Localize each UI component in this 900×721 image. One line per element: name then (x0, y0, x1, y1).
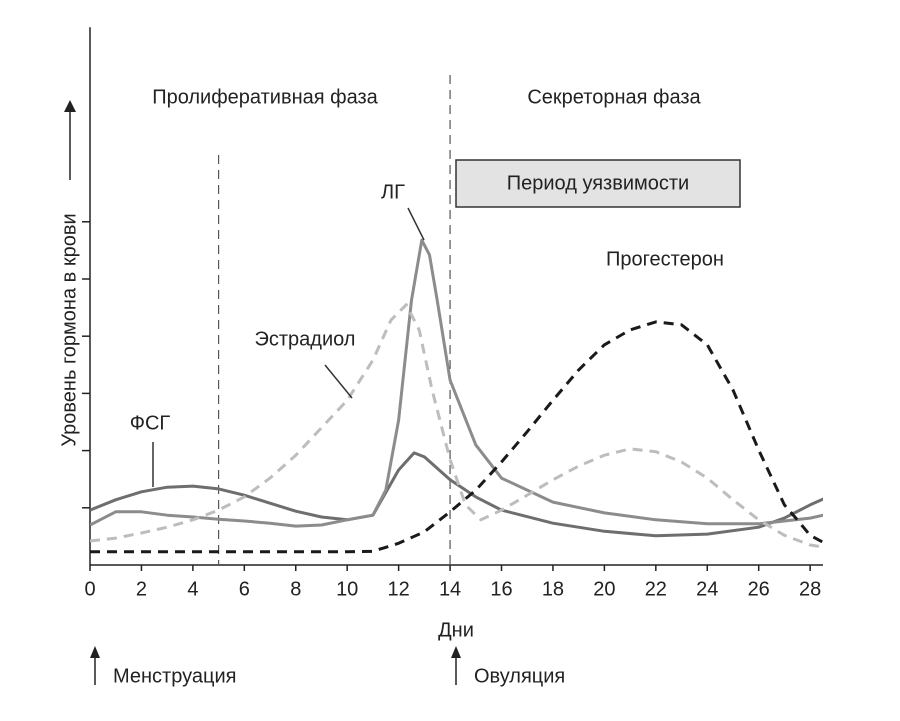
series-label: ЛГ (381, 181, 405, 203)
x-tick-label: 4 (187, 578, 198, 600)
series-line (90, 451, 823, 538)
x-axis-label: Дни (438, 619, 474, 641)
series-line (90, 238, 823, 528)
x-tick-label: 2 (136, 578, 147, 600)
x-tick-label: 6 (239, 578, 250, 600)
event-arrow-head (451, 646, 461, 658)
leader-line (324, 364, 353, 399)
x-tick-label: 0 (84, 578, 95, 600)
x-tick-label: 18 (542, 578, 564, 600)
x-tick-label: 24 (696, 578, 718, 600)
event-label: Менструация (113, 665, 236, 687)
plot-area: 0 2 4 6 8 10 12 14 16 18 20 22 24 26 28 (82, 27, 823, 600)
x-tick-label: 8 (290, 578, 301, 600)
series-label: ФСГ (130, 412, 171, 434)
series-line (90, 303, 823, 549)
highlight-label: Период уязвимости (507, 172, 689, 194)
event-label: Овуляция (474, 665, 565, 687)
x-tick-label: 28 (799, 578, 821, 600)
vulnerability-box (455, 159, 741, 208)
series-label: Прогестерон (606, 248, 724, 270)
y-axis-label: Уровень гормона в крови (58, 213, 80, 446)
series-label: Эстрадиол (255, 328, 356, 350)
y-arrow-head (64, 100, 76, 112)
x-tick-label: 14 (439, 578, 461, 600)
event-arrow-head (90, 646, 100, 658)
x-tick-label: 20 (593, 578, 615, 600)
x-tick-label: 22 (645, 578, 667, 600)
phase-label: Пролиферативная фаза (152, 86, 378, 108)
leader-line (407, 207, 425, 241)
x-tick-label: 16 (490, 578, 512, 600)
x-tick-label: 10 (336, 578, 358, 600)
series-line (90, 320, 823, 554)
x-tick-label: 12 (388, 578, 410, 600)
x-tick-label: 26 (748, 578, 770, 600)
phase-label: Секреторная фаза (527, 86, 701, 108)
